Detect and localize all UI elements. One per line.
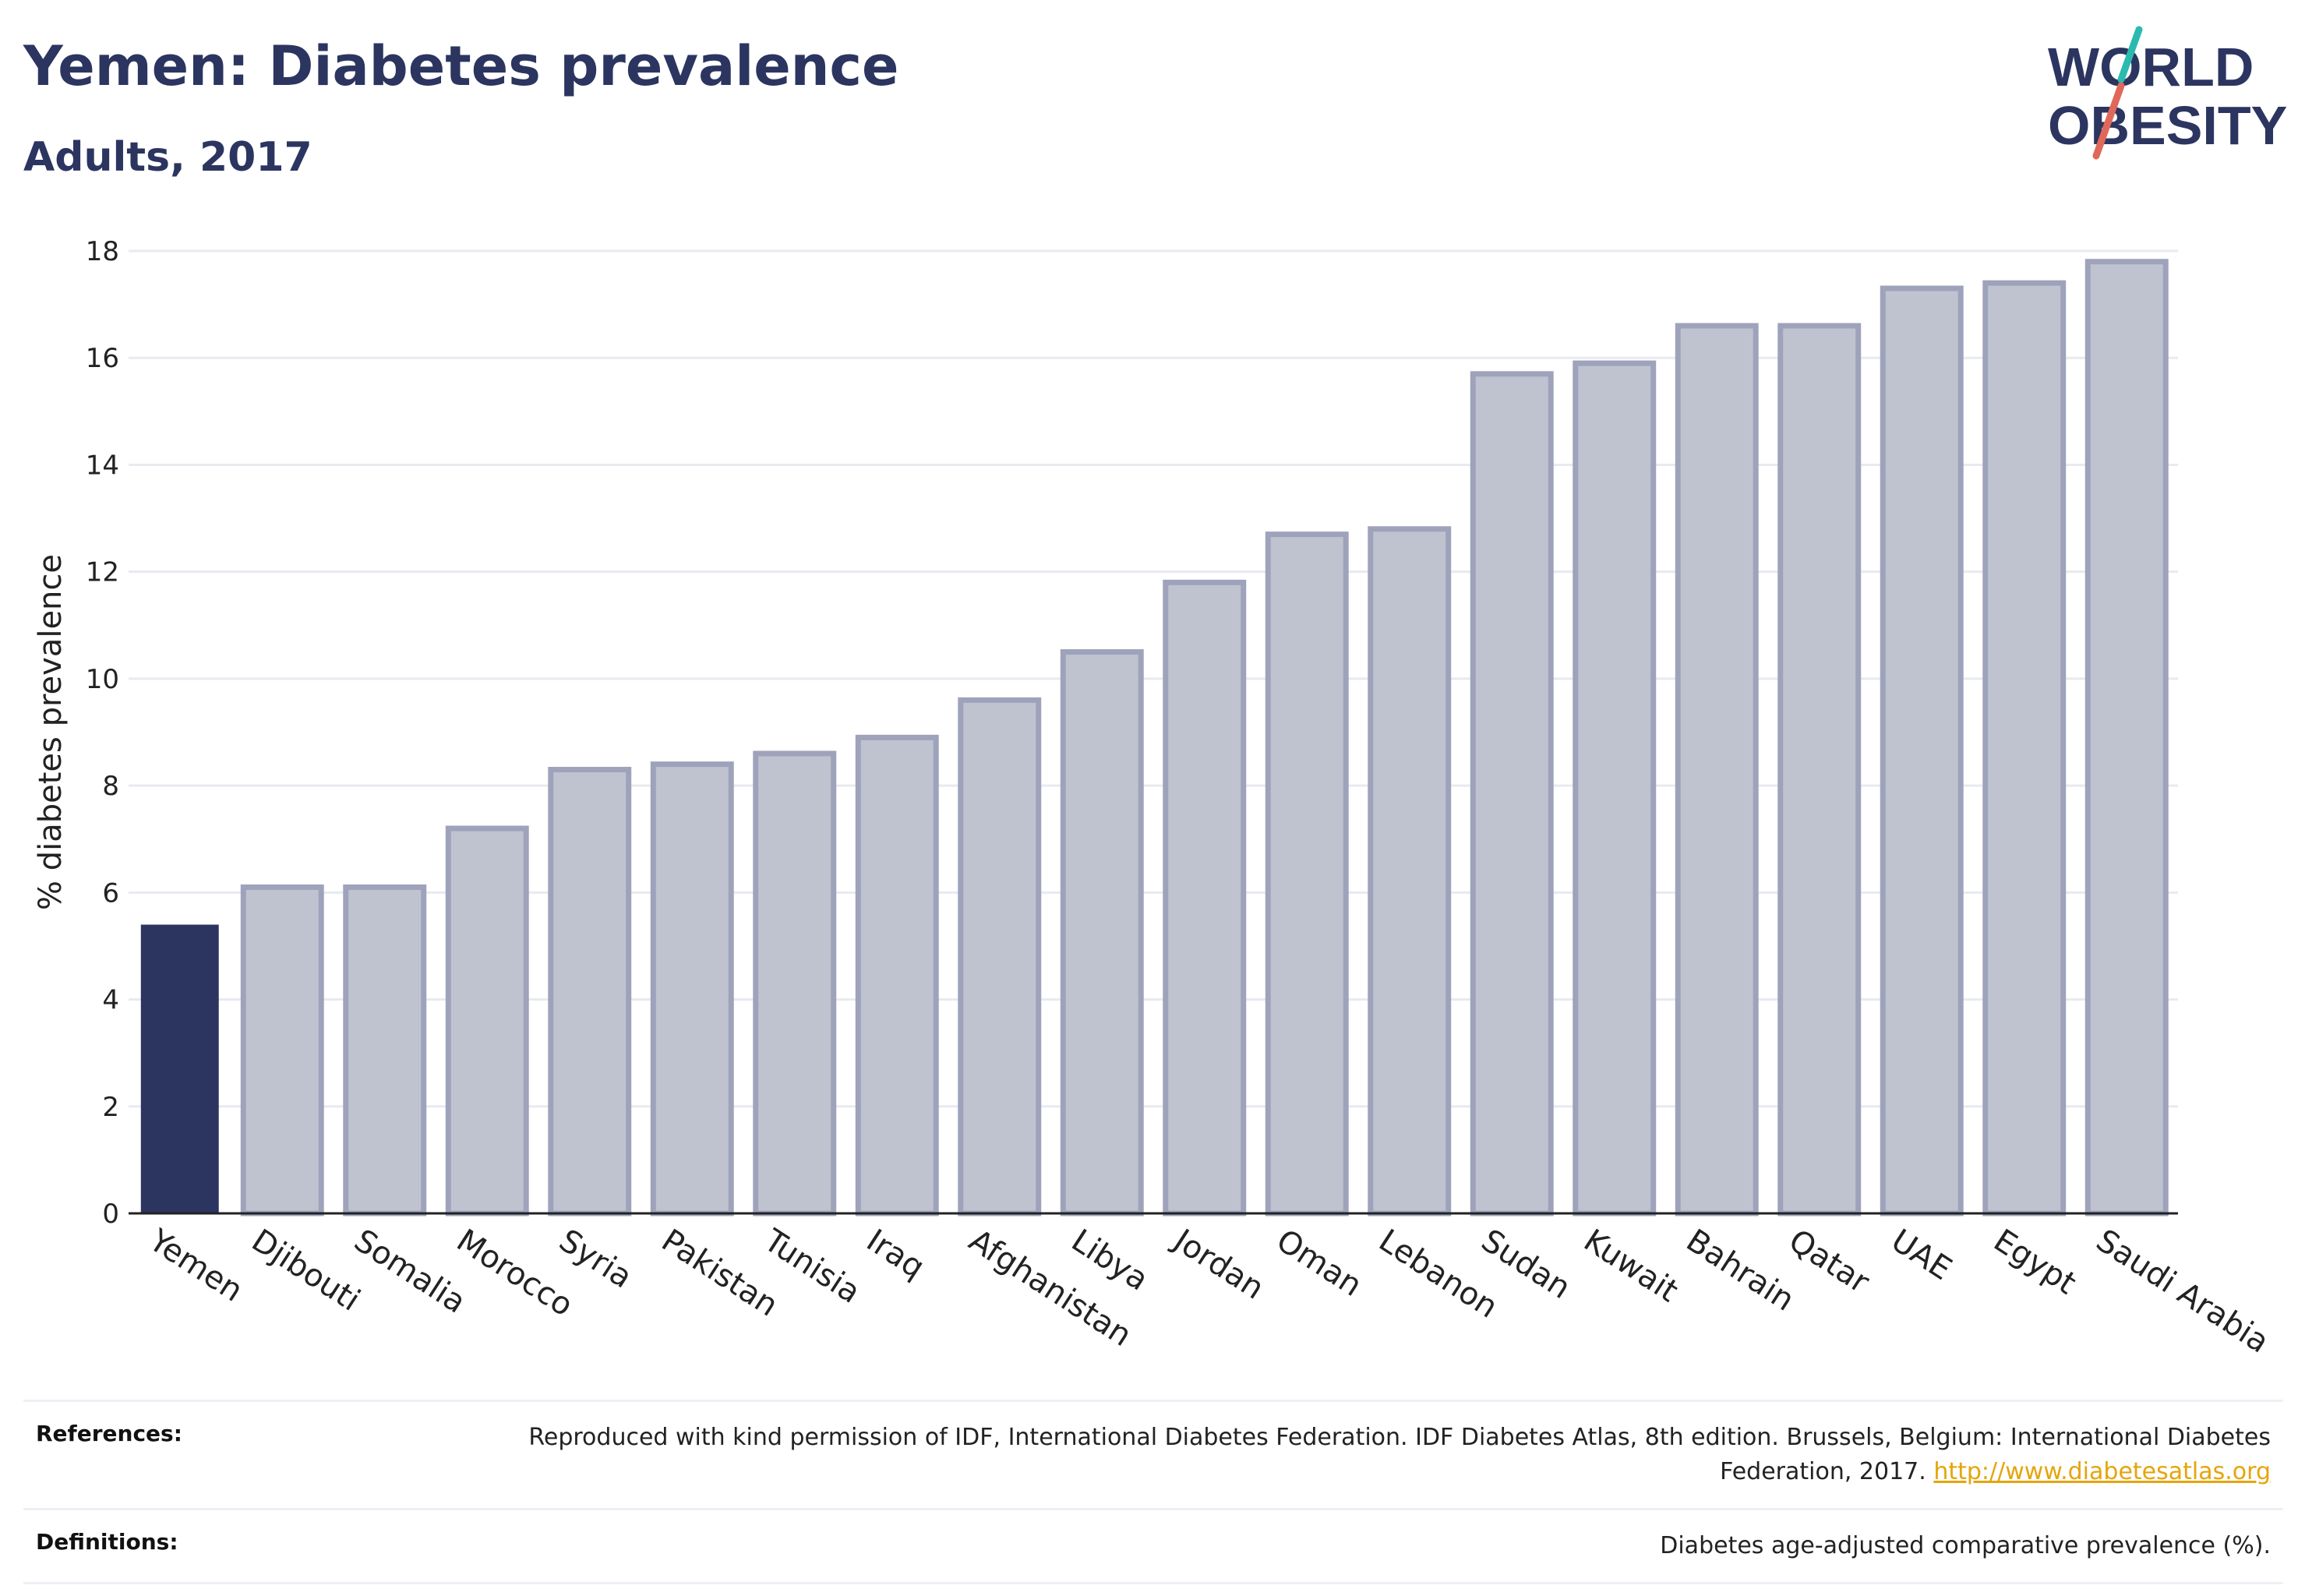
logo-slash-teal (2117, 26, 2143, 83)
x-tick-label: Somalia (348, 1223, 471, 1321)
bar (240, 884, 324, 1216)
chart-title: Yemen: Diabetes prevalence (23, 34, 899, 98)
bar (1265, 531, 1349, 1216)
y-tick-label: 12 (86, 557, 119, 588)
y-tick-label: 0 (102, 1199, 119, 1230)
y-tick-label: 14 (86, 450, 119, 481)
definitions-row: Definitions: Diabetes age-adjusted compa… (23, 1508, 2283, 1584)
x-tick-label: Jordan (1166, 1221, 1270, 1307)
bar (1777, 323, 1862, 1216)
y-tick-label: 2 (102, 1092, 119, 1123)
bar (1880, 285, 1964, 1216)
definitions-label: Definitions: (36, 1529, 178, 1555)
y-tick-label: 18 (86, 236, 119, 267)
y-tick-label: 16 (86, 343, 119, 374)
bar (343, 884, 427, 1216)
y-axis-title: % diabetes prevalence (33, 554, 69, 910)
bar (855, 734, 939, 1216)
x-tick-label: Morocco (450, 1223, 580, 1324)
bar (650, 761, 734, 1216)
bar (1060, 649, 1144, 1216)
logo-line1: WORLD (2048, 37, 2254, 97)
bar (753, 750, 837, 1216)
references-text-block: Reproduced with kind permission of IDF, … (517, 1421, 2271, 1489)
x-tick-label: Pakistan (655, 1223, 785, 1324)
x-tick-label: Oman (1270, 1223, 1368, 1304)
y-tick-label: 6 (102, 877, 119, 909)
x-tick-label: Yemen (142, 1222, 249, 1308)
chart-subtitle: Adults, 2017 (23, 134, 312, 181)
y-tick-label: 10 (86, 664, 119, 695)
logo-slash-red (2092, 82, 2125, 160)
bar (1368, 526, 1452, 1216)
references-row: References: Reproduced with kind permiss… (23, 1400, 2283, 1508)
bar (958, 697, 1042, 1216)
bar (1573, 360, 1657, 1216)
bar (1470, 371, 1554, 1216)
x-tick-label: UAE (1885, 1223, 1958, 1287)
world-obesity-logo: WORLD OBESITY (2026, 23, 2291, 171)
references-table: References: Reproduced with kind permiss… (23, 1400, 2283, 1584)
x-tick-label: Iraq (860, 1223, 931, 1286)
bar (2084, 259, 2169, 1216)
x-tick-label: Djibouti (245, 1223, 366, 1319)
x-tick-label: Kuwait (1577, 1223, 1684, 1309)
x-tick-label: Bahrain (1680, 1223, 1801, 1319)
bar (1163, 579, 1247, 1216)
bar (548, 767, 632, 1216)
bar (445, 825, 529, 1216)
bar (140, 924, 219, 1213)
bar (1982, 280, 2067, 1216)
references-link[interactable]: http://www.diabetesatlas.org (1933, 1458, 2271, 1485)
references-label: References: (36, 1421, 182, 1446)
bar (1675, 323, 1759, 1216)
y-tick-label: 8 (102, 771, 119, 802)
bar-chart: 0 2 4 6 8 10 12 14 16 18 % diabetes prevalence Yeme… (33, 236, 2275, 1361)
definitions-text: Diabetes age-adjusted comparative preval… (1660, 1532, 2271, 1559)
x-tick-label: Egypt (1987, 1223, 2082, 1301)
references-text: Reproduced with kind permission of IDF, … (528, 1424, 2271, 1485)
world-obesity-logo-graphic: WORLD OBESITY (2048, 26, 2287, 160)
logo-line2: OBESITY (2048, 95, 2287, 156)
x-tick-label: Saudi Arabia (2090, 1223, 2275, 1361)
y-tick-label: 4 (102, 985, 119, 1016)
